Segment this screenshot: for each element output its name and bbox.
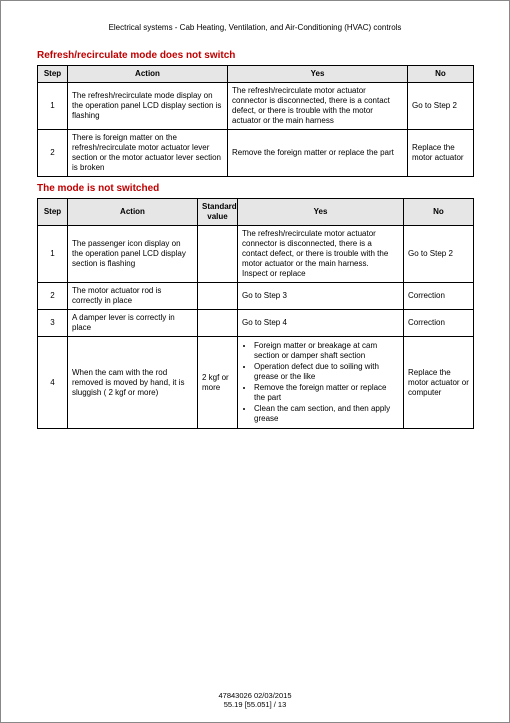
col-action: Action: [68, 199, 198, 226]
bullet-item: Foreign matter or breakage at cam sectio…: [254, 341, 399, 361]
col-step: Step: [38, 66, 68, 83]
col-yes: Yes: [228, 66, 408, 83]
cell-yes: Go to Step 3: [238, 283, 404, 310]
table-row: 1 The refresh/recirculate mode display o…: [38, 83, 474, 130]
bullet-item: Operation defect due to soiling with gre…: [254, 362, 399, 382]
bullet-item: Remove the foreign matter or replace the…: [254, 383, 399, 403]
section-title-2: The mode is not switched: [37, 183, 473, 194]
table-mode-not-switched: Step Action Standard value Yes No 1 The …: [37, 198, 474, 429]
cell-std: [198, 226, 238, 283]
cell-action: There is foreign matter on the refresh/r…: [68, 130, 228, 177]
col-no: No: [408, 66, 474, 83]
cell-no: Replace the motor actuator or computer: [404, 337, 474, 429]
col-action: Action: [68, 66, 228, 83]
col-no: No: [404, 199, 474, 226]
cell-yes: The refresh/recirculate motor actuator c…: [238, 226, 404, 283]
table-row: 4 When the cam with the rod removed is m…: [38, 337, 474, 429]
table-row: 3 A damper lever is correctly in place G…: [38, 310, 474, 337]
cell-action: The motor actuator rod is correctly in p…: [68, 283, 198, 310]
section-title-1: Refresh/recirculate mode does not switch: [37, 50, 473, 61]
cell-action: A damper lever is correctly in place: [68, 310, 198, 337]
footer-line-2: 55.19 [55.051] / 13: [1, 700, 509, 710]
cell-yes: The refresh/recirculate motor actuator c…: [228, 83, 408, 130]
cell-std: [198, 310, 238, 337]
cell-step: 4: [38, 337, 68, 429]
cell-std: 2 kgf or more: [198, 337, 238, 429]
cell-step: 3: [38, 310, 68, 337]
cell-action: When the cam with the rod removed is mov…: [68, 337, 198, 429]
top-header: Electrical systems - Cab Heating, Ventil…: [37, 23, 473, 32]
bullet-list: Foreign matter or breakage at cam sectio…: [242, 341, 399, 424]
cell-no: Go to Step 2: [404, 226, 474, 283]
cell-no: Correction: [404, 283, 474, 310]
cell-step: 1: [38, 226, 68, 283]
col-yes: Yes: [238, 199, 404, 226]
table-refresh-recirculate: Step Action Yes No 1 The refresh/recircu…: [37, 65, 474, 177]
col-std: Standard value: [198, 199, 238, 226]
col-step: Step: [38, 199, 68, 226]
cell-yes: Foreign matter or breakage at cam sectio…: [238, 337, 404, 429]
cell-step: 2: [38, 130, 68, 177]
cell-step: 2: [38, 283, 68, 310]
cell-yes: Remove the foreign matter or replace the…: [228, 130, 408, 177]
table-row: 2 The motor actuator rod is correctly in…: [38, 283, 474, 310]
footer: 47843026 02/03/2015 55.19 [55.051] / 13: [1, 691, 509, 711]
cell-std: [198, 283, 238, 310]
cell-no: Correction: [404, 310, 474, 337]
footer-line-1: 47843026 02/03/2015: [1, 691, 509, 701]
cell-no: Go to Step 2: [408, 83, 474, 130]
bullet-item: Clean the cam section, and then apply gr…: [254, 404, 399, 424]
page: Electrical systems - Cab Heating, Ventil…: [1, 1, 509, 429]
cell-step: 1: [38, 83, 68, 130]
cell-action: The passenger icon display on the operat…: [68, 226, 198, 283]
cell-yes: Go to Step 4: [238, 310, 404, 337]
cell-no: Replace the motor actuator: [408, 130, 474, 177]
table-row: 2 There is foreign matter on the refresh…: [38, 130, 474, 177]
table-row: 1 The passenger icon display on the oper…: [38, 226, 474, 283]
table-header-row: Step Action Standard value Yes No: [38, 199, 474, 226]
cell-action: The refresh/recirculate mode display on …: [68, 83, 228, 130]
table-header-row: Step Action Yes No: [38, 66, 474, 83]
